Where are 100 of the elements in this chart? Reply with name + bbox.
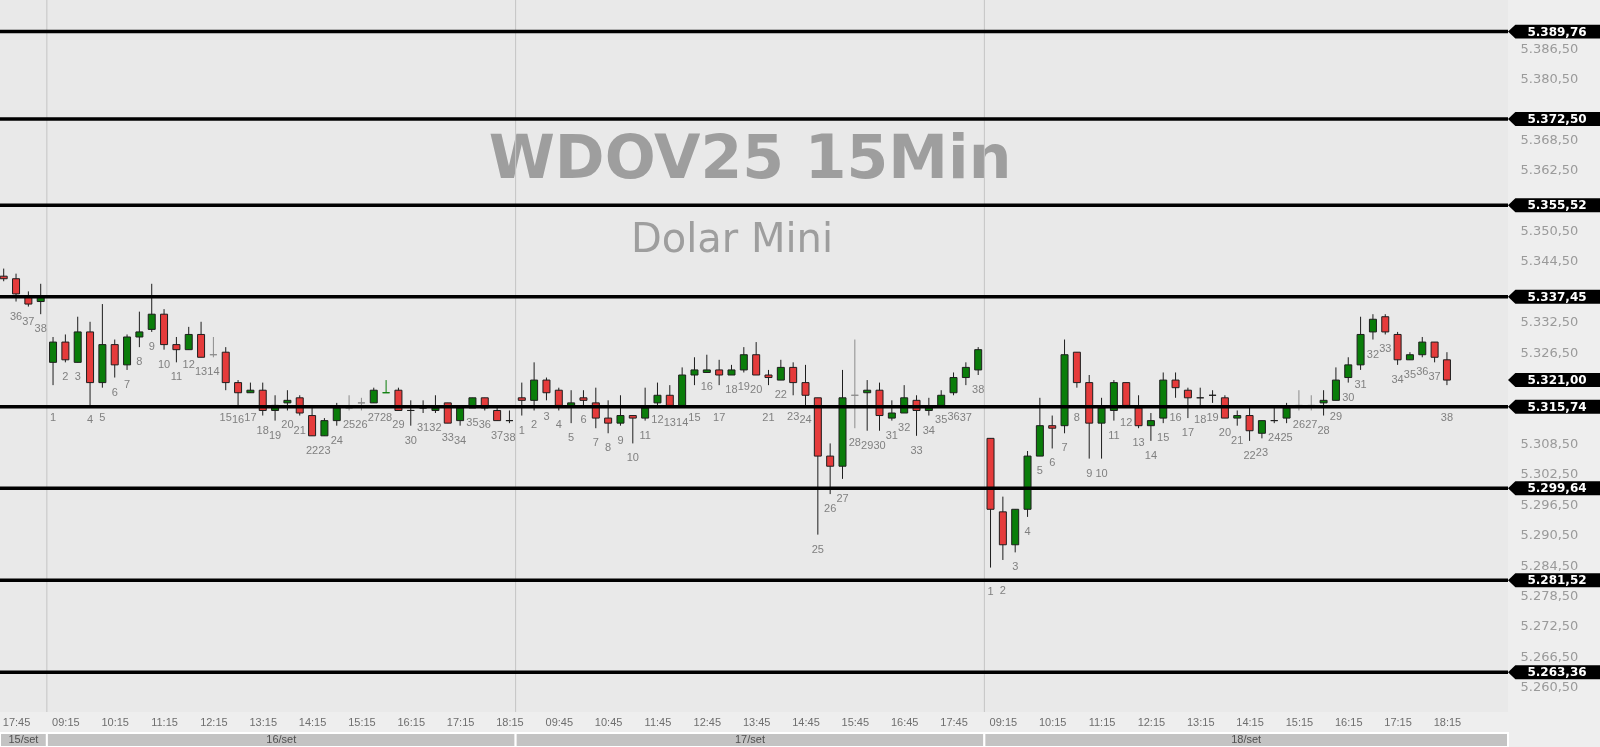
text: 16 <box>700 380 713 393</box>
text: 22 <box>1243 448 1256 461</box>
text: 37 <box>490 428 504 441</box>
text: 13 <box>663 415 676 428</box>
text: 25 <box>811 542 824 555</box>
x-tick-label: 12:15 <box>1137 715 1166 728</box>
y-tick-label: 5.332,50 <box>1520 314 1579 330</box>
text: 12 <box>1120 415 1133 428</box>
text: 23 <box>318 443 331 456</box>
text: 35 <box>935 413 948 426</box>
y-tick-label: 5.326,50 <box>1520 344 1579 360</box>
ref-line-label: 5.281,52 <box>1527 573 1587 588</box>
text: 32 <box>429 421 442 434</box>
text: 31 <box>416 421 430 434</box>
text: 2 <box>999 583 1006 596</box>
x-tick-label: 11:15 <box>1088 715 1116 728</box>
text: 1 <box>987 584 994 597</box>
x-tick-label: 11:15 <box>151 715 178 728</box>
text: 18/set <box>1231 733 1262 745</box>
text: Dolar Mini <box>630 215 834 261</box>
candlestick <box>1048 415 1057 449</box>
text: 6 <box>580 413 587 426</box>
text: 17 <box>1181 426 1195 439</box>
text: 17 <box>244 410 257 423</box>
text: 5 <box>99 410 106 423</box>
text: 24 <box>330 433 343 446</box>
text: 33 <box>1379 342 1392 355</box>
ref-line-label: 5.337,45 <box>1527 289 1587 304</box>
x-tick-label: 15:15 <box>348 715 376 728</box>
ref-line-label: 5.389,76 <box>1527 24 1587 39</box>
text: 13 <box>194 365 208 378</box>
text: 28 <box>848 436 861 449</box>
candlestick <box>1282 402 1291 424</box>
text: 5.321,00 <box>1527 373 1587 388</box>
text: 3 <box>543 410 550 423</box>
y-tick-label: 5.296,50 <box>1520 496 1579 512</box>
text: 12 <box>651 413 664 426</box>
y-tick-label: 5.302,50 <box>1520 466 1579 482</box>
text: 34 <box>922 423 935 436</box>
text: 12 <box>182 357 195 370</box>
x-tick-label: 11:45 <box>644 715 672 728</box>
candlestick <box>715 359 724 386</box>
text: 28 <box>379 410 393 423</box>
x-tick-label: 12:45 <box>693 715 722 728</box>
text: 20 <box>750 383 763 395</box>
candlestick <box>110 339 119 379</box>
candlestick <box>61 333 70 363</box>
text: 29 <box>1329 410 1343 423</box>
x-tick-label: 12:15 <box>200 715 228 728</box>
x-tick-label: 14:45 <box>792 715 820 728</box>
candlestick <box>641 387 650 422</box>
ref-line-label: 5.355,52 <box>1527 198 1587 213</box>
candlestick <box>826 442 835 495</box>
candlestick <box>147 283 156 333</box>
text: 2 <box>62 370 69 383</box>
text: 17/set <box>735 733 765 745</box>
text: 15 <box>1157 431 1170 444</box>
text: 31 <box>1354 377 1367 390</box>
text: 27 <box>1305 418 1318 431</box>
candlestick <box>1430 341 1439 363</box>
text: 20 <box>1218 426 1232 439</box>
text: 22 <box>305 443 319 456</box>
candlestick <box>530 361 539 411</box>
candlestick <box>197 321 206 358</box>
text: 11 <box>1108 428 1120 441</box>
text: 7 <box>592 436 599 449</box>
text: 37 <box>959 411 972 424</box>
text: 35 <box>466 415 479 428</box>
candlestick <box>1418 336 1427 358</box>
y-tick-label: 5.386,50 <box>1520 40 1579 56</box>
candlestick <box>135 311 144 348</box>
text: 15 <box>688 411 701 424</box>
text: 17 <box>713 411 726 424</box>
text: 19 <box>1206 410 1219 423</box>
candlestick <box>1097 397 1106 460</box>
candlestick <box>653 382 662 406</box>
candlestick <box>1319 389 1328 417</box>
text: 29 <box>861 438 874 451</box>
text: 26 <box>1292 418 1306 431</box>
candlestick <box>12 273 21 303</box>
text: 25 <box>1280 431 1293 444</box>
ref-line-label: 5.299,64 <box>1527 481 1587 496</box>
text: 30 <box>873 438 886 451</box>
text: 37 <box>22 314 35 327</box>
text: 13 <box>1132 436 1145 449</box>
text: 23 <box>1255 446 1269 459</box>
candlestick <box>1134 394 1143 429</box>
text: 11 <box>639 428 651 441</box>
text: 15 <box>219 411 232 424</box>
candlestick <box>542 377 551 401</box>
candlestick <box>789 361 798 396</box>
text: 19 <box>737 380 750 393</box>
text: 35 <box>1403 367 1417 380</box>
candlestick <box>554 387 563 411</box>
x-tick-label: 16:15 <box>397 715 426 728</box>
text: 32 <box>898 421 911 434</box>
x-tick-label: 10:45 <box>594 715 623 728</box>
text: 30 <box>404 433 417 446</box>
text: 23 <box>787 410 800 423</box>
text: 36 <box>9 309 23 322</box>
